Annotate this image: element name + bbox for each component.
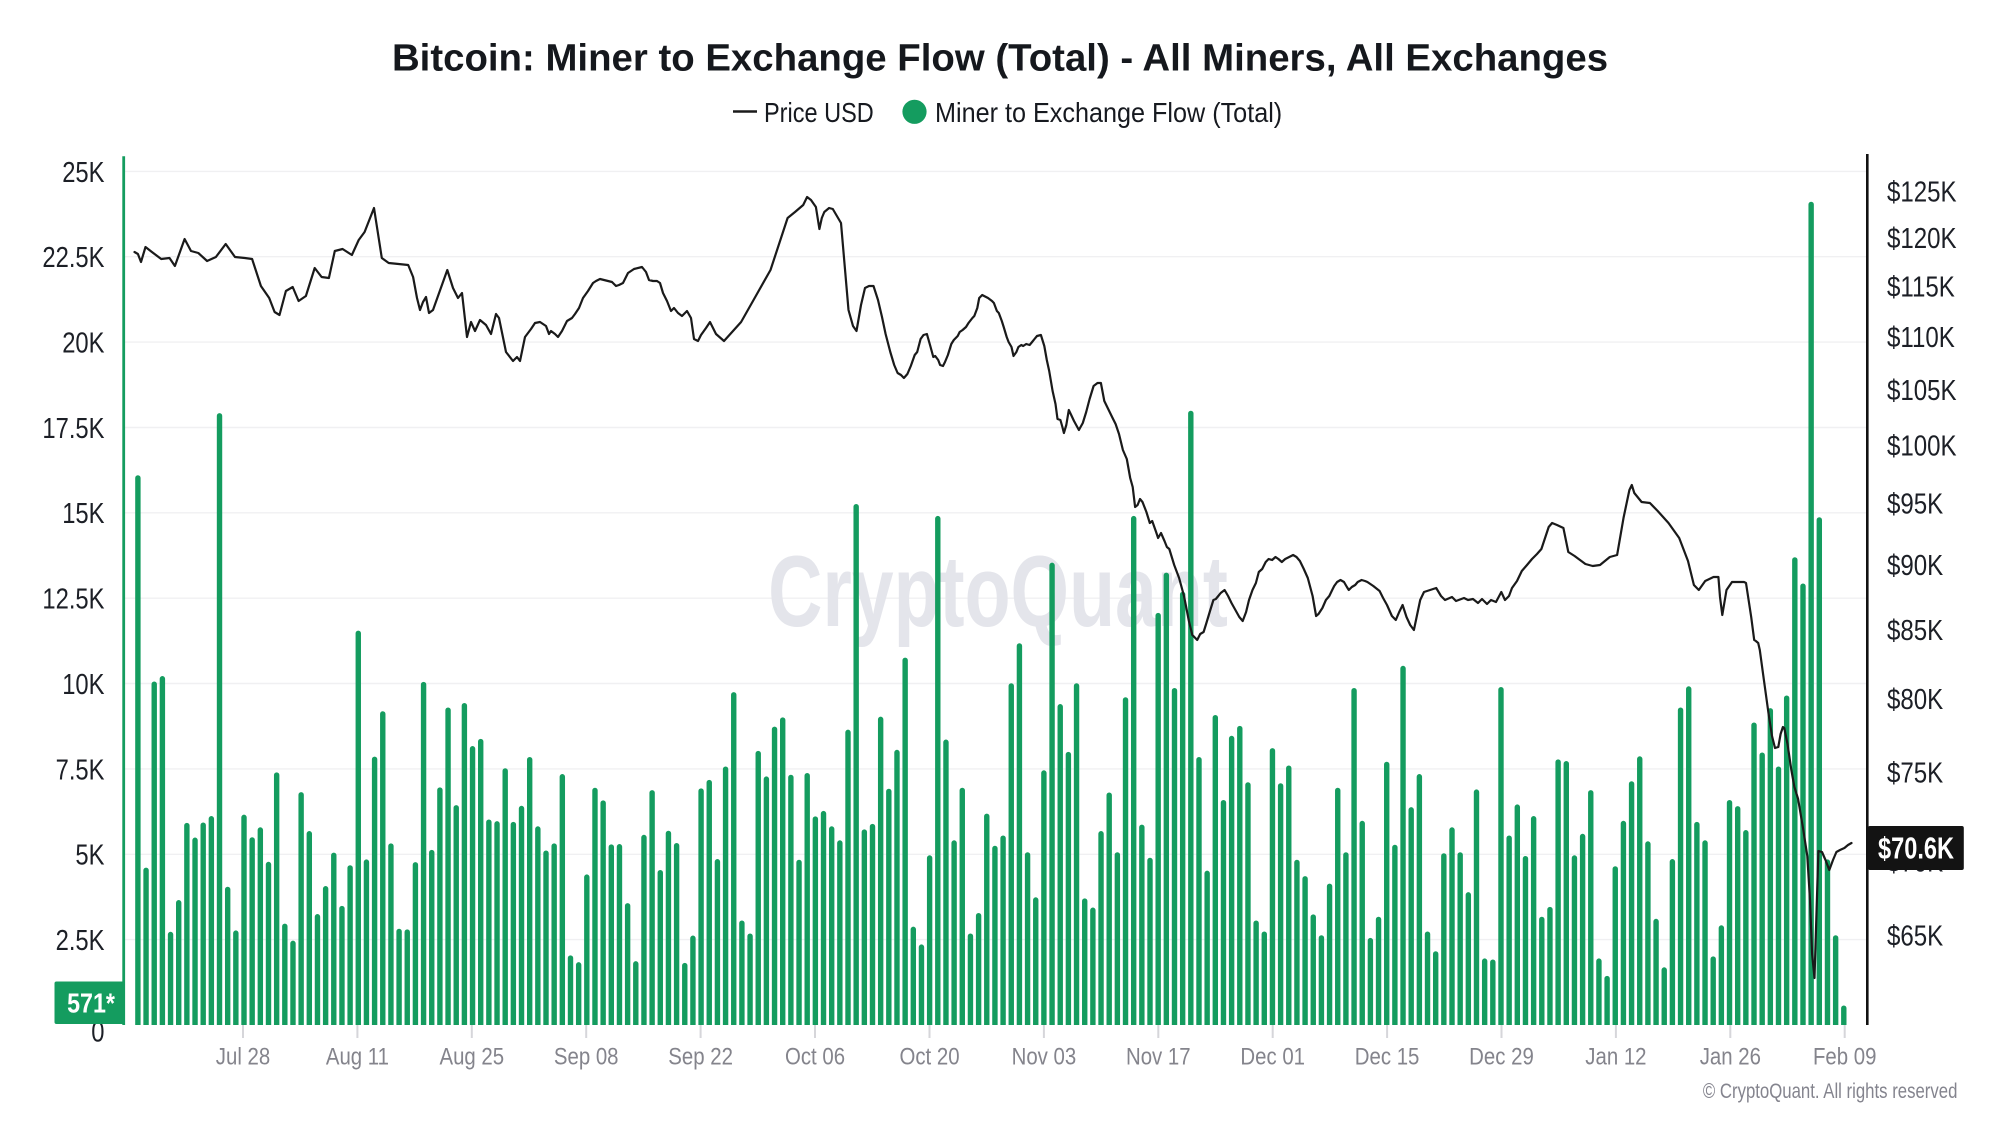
svg-text:$80K: $80K [1887, 683, 1943, 716]
svg-text:Oct 06: Oct 06 [785, 1043, 845, 1070]
svg-text:2.5K: 2.5K [56, 924, 105, 957]
svg-text:© CryptoQuant. All rights rese: © CryptoQuant. All rights reserved [1703, 1080, 1958, 1103]
svg-text:12.5K: 12.5K [42, 582, 104, 615]
svg-text:Miner to Exchange Flow (Total): Miner to Exchange Flow (Total) [935, 97, 1282, 129]
svg-text:$100K: $100K [1887, 429, 1957, 462]
svg-text:$125K: $125K [1887, 175, 1957, 208]
svg-text:Nov 03: Nov 03 [1012, 1043, 1077, 1070]
svg-text:22.5K: 22.5K [42, 241, 104, 274]
svg-text:25K: 25K [62, 156, 105, 189]
svg-text:$90K: $90K [1887, 549, 1943, 582]
svg-text:Sep 08: Sep 08 [554, 1043, 619, 1070]
svg-text:15K: 15K [62, 497, 105, 530]
svg-text:$105K: $105K [1887, 374, 1957, 407]
svg-text:Dec 15: Dec 15 [1355, 1043, 1420, 1070]
svg-text:20K: 20K [62, 326, 105, 359]
svg-text:Sep 22: Sep 22 [668, 1043, 733, 1070]
svg-text:CryptoQuant: CryptoQuant [768, 534, 1228, 647]
svg-text:$110K: $110K [1887, 321, 1955, 354]
svg-text:Bitcoin: Miner to Exchange Flo: Bitcoin: Miner to Exchange Flow (Total) … [392, 37, 1608, 80]
svg-text:$95K: $95K [1887, 487, 1943, 520]
svg-text:$65K: $65K [1887, 919, 1943, 952]
svg-text:17.5K: 17.5K [42, 412, 104, 445]
svg-text:Dec 01: Dec 01 [1240, 1043, 1305, 1070]
svg-text:$75K: $75K [1887, 756, 1943, 789]
svg-text:Nov 17: Nov 17 [1126, 1043, 1191, 1070]
svg-text:Price USD: Price USD [764, 98, 874, 128]
svg-text:$120K: $120K [1887, 222, 1957, 255]
svg-text:Jan 12: Jan 12 [1585, 1043, 1646, 1070]
svg-text:$115K: $115K [1887, 270, 1955, 303]
svg-text:Jul 28: Jul 28 [216, 1043, 270, 1070]
svg-text:Dec 29: Dec 29 [1469, 1043, 1534, 1070]
svg-text:571*: 571* [67, 989, 115, 1019]
svg-text:Aug 11: Aug 11 [326, 1043, 389, 1070]
svg-text:Feb 09: Feb 09 [1813, 1043, 1876, 1070]
svg-text:5K: 5K [75, 838, 104, 871]
svg-text:Oct 20: Oct 20 [899, 1043, 959, 1070]
svg-text:7.5K: 7.5K [56, 753, 105, 786]
svg-text:$70.6K: $70.6K [1878, 830, 1954, 865]
svg-text:10K: 10K [62, 668, 105, 701]
svg-text:$85K: $85K [1887, 614, 1943, 647]
svg-text:Aug 25: Aug 25 [439, 1043, 504, 1070]
svg-text:Jan 26: Jan 26 [1700, 1043, 1761, 1070]
